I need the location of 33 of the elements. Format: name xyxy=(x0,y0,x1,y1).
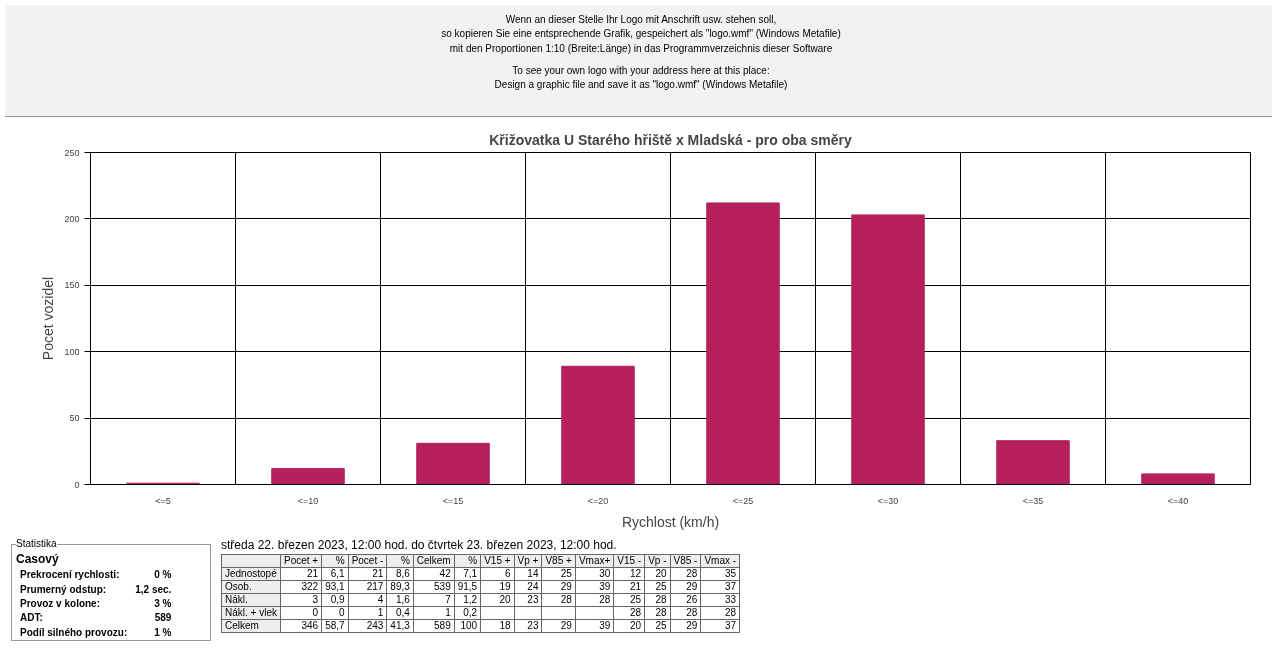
text: Podíl silného provozu: 1 % xyxy=(20,626,172,638)
text: Prumerný odstup: 1,2 sec. xyxy=(20,583,172,595)
chart-title: Křižovatka U Starého hřiště x Mladská - pro oba směry xyxy=(489,131,852,148)
x-tick-label: <=5 xyxy=(155,495,171,506)
y-tick-label: 50 xyxy=(69,413,80,424)
x-tick-label: <=20 xyxy=(587,495,609,506)
x-tick-label: <=10 xyxy=(297,495,319,506)
y-axis-title: Pocet vozidel xyxy=(40,276,57,361)
x-tick-label: <=35 xyxy=(1022,495,1044,506)
x-tick-label: <=15 xyxy=(442,495,464,506)
text: Jednostopé 21 6,1 21 8,6 42 7,1 6 14 25 30 12 20 28 35 xyxy=(225,568,737,580)
text: Prekrocení rychlosti: 0 % xyxy=(20,569,172,581)
text: Statistika xyxy=(16,537,57,551)
x-tick-label: <=40 xyxy=(1167,495,1189,506)
text: Nákl. + vlek 0 0 1 0,4 1 0,2 28 28 28 28 xyxy=(225,607,737,619)
y-tick-label: 0 xyxy=(74,479,80,490)
y-tick-label: 150 xyxy=(64,280,80,291)
text: středa 22. březen 2023, 12:00 hod. do čtvrtek 23. březen 2023, 12:00 hod. xyxy=(221,537,618,554)
text: Osob. 322 93,1 217 89,3 539 91,5 19 24 29 39 21 25 29 37 xyxy=(225,581,737,593)
text: Provoz v kolone: 3 % xyxy=(20,597,172,609)
text: Nákl. 3 0,9 4 1,6 7 1,2 20 23 28 28 25 28 26 33 xyxy=(225,594,737,606)
text: Casový xyxy=(16,551,60,569)
x-tick-label: <=25 xyxy=(732,495,754,506)
text: To see your own logo with your address here at this place: Design a graphic file and save it as "logo.wmf" (Windows Metafile) xyxy=(493,63,789,93)
y-tick-label: 250 xyxy=(64,147,80,158)
text: Wenn an dieser Stelle Ihr Logo mit Anschrift usw. stehen soll, so kopieren Sie eine entsprechende Grafik, gespeichert als "logo.wmf" (Windows Metafile) mit den Proportionen 1:10 (Breite:Länge) in das Programmverzeichnis dieser Software xyxy=(440,13,842,56)
text: Pocet + % Pocet - % Celkem % V15 + Vp + V85 + Vmax+ V15 - Vp - V85 - Vmax - xyxy=(283,555,737,567)
text: Celkem 346 58,7 243 41,3 589 100 18 23 29 39 20 25 29 37 xyxy=(225,620,737,632)
y-tick-label: 100 xyxy=(64,346,80,357)
x-tick-label: <=30 xyxy=(877,495,899,506)
x-axis-title: Rychlost (km/h) xyxy=(621,513,720,530)
text: ADT: 589 xyxy=(20,612,172,624)
y-tick-label: 200 xyxy=(64,213,80,224)
